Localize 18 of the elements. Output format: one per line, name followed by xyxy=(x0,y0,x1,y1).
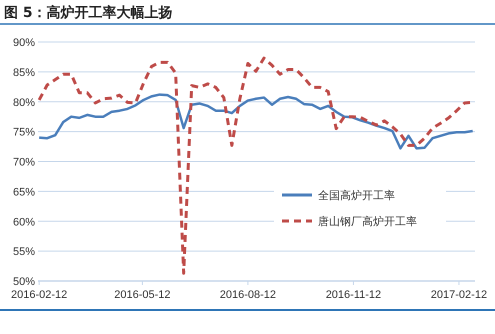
legend-label: 全国高炉开工率 xyxy=(318,189,395,202)
y-tick-label: 55% xyxy=(12,246,36,258)
legend-label: 唐山钢厂高炉开工率 xyxy=(318,215,417,228)
y-tick-label: 50% xyxy=(12,276,36,288)
y-tick-label: 65% xyxy=(12,186,36,198)
y-tick-label: 75% xyxy=(12,126,36,139)
x-tick-label: 2017-02-12 xyxy=(430,289,488,301)
x-tick-label: 2016-11-12 xyxy=(326,289,382,301)
y-tick-label: 90% xyxy=(12,37,36,49)
x-tick-label: 2016-08-12 xyxy=(220,289,276,301)
x-tick-label: 2016-02-12 xyxy=(11,289,68,301)
line-series xyxy=(38,93,474,150)
y-tick-label: 70% xyxy=(12,156,36,168)
chart-title: 图 5：高炉开工率大幅上扬 xyxy=(4,4,173,21)
y-tick-label: 80% xyxy=(12,96,36,109)
y-tick-label: 60% xyxy=(12,216,36,228)
y-tick-label: 85% xyxy=(12,66,36,79)
x-tick-label: 2016-05-12 xyxy=(114,289,171,301)
